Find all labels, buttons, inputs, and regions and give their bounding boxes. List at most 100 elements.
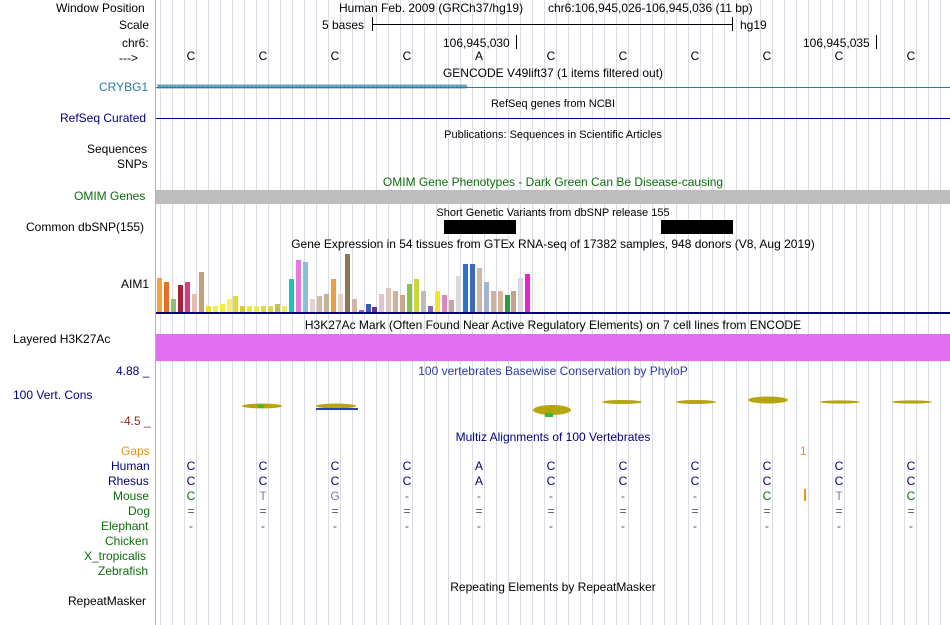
gtex-tissue-bar[interactable] bbox=[379, 294, 385, 312]
gtex-tissue-bar[interactable] bbox=[212, 306, 218, 312]
vert-cons-label[interactable]: 100 Vert. Cons bbox=[13, 388, 93, 402]
base-letter: C bbox=[258, 49, 268, 63]
species-rhesus-label: Rhesus bbox=[108, 474, 149, 488]
species-dog-label: Dog bbox=[128, 504, 151, 518]
gtex-tissue-bar[interactable] bbox=[344, 254, 350, 312]
gtex-tissue-bar[interactable] bbox=[504, 295, 510, 312]
crybg1-label[interactable]: CRYBG1 bbox=[99, 80, 149, 94]
refseq-curated-label[interactable]: RefSeq Curated bbox=[60, 111, 147, 125]
crybg1-gene-line[interactable]: ››››››››››››››››››››››››››››››››››››››››… bbox=[156, 81, 950, 93]
alignment-base-mouse: - bbox=[477, 489, 481, 503]
gtex-tissue-bar[interactable] bbox=[407, 284, 413, 312]
gtex-tissue-bar[interactable] bbox=[421, 291, 427, 312]
gtex-tissue-bar[interactable] bbox=[358, 310, 364, 312]
alignment-base-dog: = bbox=[259, 504, 267, 518]
gtex-tissue-bar[interactable] bbox=[163, 282, 169, 312]
alignment-base-elephant: - bbox=[261, 519, 265, 533]
refseq-gene-line[interactable] bbox=[156, 118, 950, 119]
alignment-base-elephant: - bbox=[621, 519, 625, 533]
gtex-tissue-bar[interactable] bbox=[275, 304, 281, 312]
common-dbsnp-label[interactable]: Common dbSNP(155) bbox=[26, 220, 145, 234]
gtex-bar-chart[interactable] bbox=[156, 253, 536, 312]
gtex-tissue-bar[interactable] bbox=[337, 294, 343, 312]
sequences-label[interactable]: Sequences bbox=[87, 142, 148, 156]
gtex-tissue-bar[interactable] bbox=[455, 276, 461, 312]
dbsnp-variant-1[interactable] bbox=[444, 220, 516, 234]
alignment-base-human: C bbox=[186, 459, 196, 473]
gtex-tissue-bar[interactable] bbox=[518, 278, 524, 312]
gtex-tissue-bar[interactable] bbox=[351, 299, 357, 312]
gtex-tissue-bar[interactable] bbox=[323, 294, 329, 312]
repeatmasker-track-title: Repeating Elements by RepeatMasker bbox=[450, 580, 656, 594]
gtex-tissue-bar[interactable] bbox=[282, 306, 288, 312]
alignment-base-human: C bbox=[834, 459, 844, 473]
dbsnp-variant-2[interactable] bbox=[661, 220, 733, 234]
gtex-tissue-bar[interactable] bbox=[268, 306, 274, 312]
omim-feature-bar[interactable] bbox=[156, 190, 950, 204]
gtex-tissue-bar[interactable] bbox=[233, 296, 239, 312]
chrom-label: chr6: bbox=[122, 36, 149, 50]
browser-image[interactable]: Human Feb. 2009 (GRCh37/hg19) chr6:106,9… bbox=[156, 0, 950, 625]
alignment-base-dog: = bbox=[403, 504, 411, 518]
gtex-tissue-bar[interactable] bbox=[400, 295, 406, 312]
position-readout: chr6:106,945,026-106,945,036 (11 bp) bbox=[548, 1, 753, 15]
omim-genes-label[interactable]: OMIM Genes bbox=[74, 189, 146, 203]
gtex-tissue-bar[interactable] bbox=[184, 282, 190, 312]
snps-label[interactable]: SNPs bbox=[117, 157, 148, 171]
gtex-tissue-bar[interactable] bbox=[441, 295, 447, 312]
gtex-tissue-bar[interactable] bbox=[254, 306, 260, 312]
gtex-tissue-bar[interactable] bbox=[170, 299, 176, 312]
gtex-tissue-bar[interactable] bbox=[435, 291, 440, 312]
alignment-base-dog: = bbox=[187, 504, 195, 518]
gtex-tissue-bar[interactable] bbox=[386, 288, 392, 312]
repeatmasker-label[interactable]: RepeatMasker bbox=[68, 594, 147, 608]
gtex-tissue-bar[interactable] bbox=[428, 306, 434, 312]
gtex-tissue-bar[interactable] bbox=[476, 268, 482, 312]
gtex-tissue-bar[interactable] bbox=[372, 307, 378, 312]
gtex-tissue-bar[interactable] bbox=[330, 279, 336, 312]
gtex-tissue-bar[interactable] bbox=[198, 272, 204, 312]
gtex-tissue-bar[interactable] bbox=[497, 291, 503, 312]
gtex-tissue-bar[interactable] bbox=[289, 279, 295, 312]
gtex-tissue-bar[interactable] bbox=[296, 260, 301, 312]
gtex-tissue-bar[interactable] bbox=[177, 285, 183, 312]
coordinate-label-1: 106,945,030 bbox=[443, 36, 510, 50]
layered-h3k27ac-label[interactable]: Layered H3K27Ac bbox=[13, 332, 111, 346]
gtex-tissue-bar[interactable] bbox=[393, 291, 399, 312]
gtex-tissue-bar[interactable] bbox=[240, 306, 246, 312]
gaps-label: Gaps bbox=[121, 444, 150, 458]
gtex-tissue-bar[interactable] bbox=[414, 279, 420, 312]
gtex-tissue-bar[interactable] bbox=[365, 304, 371, 312]
gtex-tissue-bar[interactable] bbox=[205, 306, 211, 312]
gtex-tissue-bar[interactable] bbox=[302, 262, 308, 312]
gtex-tissue-bar[interactable] bbox=[247, 306, 253, 312]
gtex-tissue-bar[interactable] bbox=[219, 304, 225, 312]
gtex-tissue-bar[interactable] bbox=[261, 306, 267, 312]
alignment-base-dog: = bbox=[547, 504, 555, 518]
coordinate-tick-1 bbox=[516, 35, 517, 49]
gtex-tissue-bar[interactable] bbox=[525, 274, 531, 312]
gtex-tissue-bar[interactable] bbox=[191, 294, 197, 312]
alignment-base-rhesus: C bbox=[906, 474, 916, 488]
gtex-tissue-bar[interactable] bbox=[157, 278, 162, 312]
gtex-tissue-bar[interactable] bbox=[316, 296, 322, 312]
base-letter: C bbox=[834, 49, 844, 63]
gtex-tissue-bar[interactable] bbox=[483, 282, 489, 312]
gtex-tissue-bar[interactable] bbox=[469, 264, 475, 312]
cons-glyph-6 bbox=[748, 396, 788, 404]
gtex-tissue-bar[interactable] bbox=[448, 300, 454, 312]
gtex-tissue-bar[interactable] bbox=[511, 291, 517, 312]
gtex-tissue-bar[interactable] bbox=[490, 291, 496, 312]
gtex-tissue-bar[interactable] bbox=[462, 264, 468, 312]
track-label-column: Window Position Scale chr6: ---> CRYBG1 … bbox=[0, 0, 156, 625]
crybg1-gene-backbone bbox=[156, 87, 950, 88]
alignment-base-human: C bbox=[402, 459, 412, 473]
gtex-tissue-bar[interactable] bbox=[226, 299, 232, 312]
gtex-tissue-bar[interactable] bbox=[309, 299, 315, 312]
mouse-insertion-marker bbox=[804, 489, 806, 501]
aim1-label[interactable]: AIM1 bbox=[121, 277, 150, 291]
alignment-base-mouse: T bbox=[835, 489, 843, 503]
h3k27ac-signal-block[interactable] bbox=[156, 334, 950, 361]
alignment-base-dog: = bbox=[619, 504, 627, 518]
alignment-base-rhesus: C bbox=[186, 474, 196, 488]
